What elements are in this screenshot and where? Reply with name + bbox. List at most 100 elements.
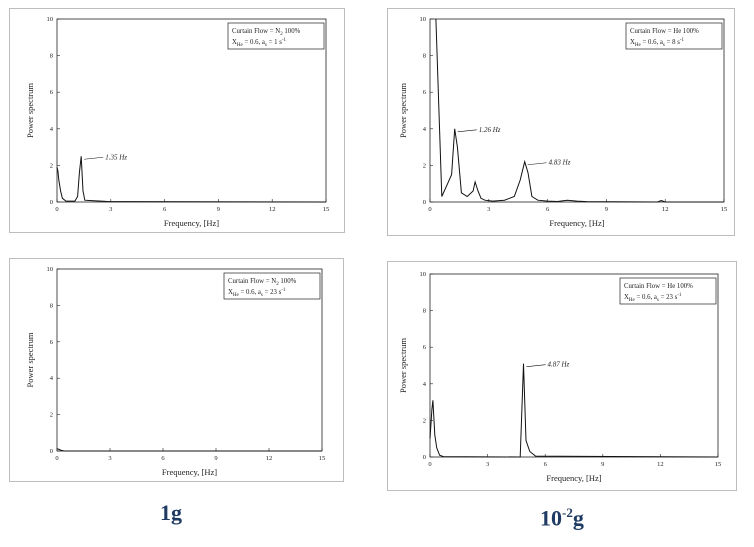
legend-sup: -1	[677, 293, 682, 298]
x-tick-label: 3	[109, 206, 112, 213]
legend-tail: = 23 s	[263, 289, 282, 296]
x-tick-label: 15	[715, 461, 722, 468]
chart-panel-bottom-left: 0 3 6 9 12 15 0 2 4 6 8 10 Frequency, [Hz] Power spec…	[9, 258, 344, 482]
x-tick-label: 6	[161, 455, 165, 462]
legend-sub: He	[237, 43, 244, 48]
y-tick-label: 0	[50, 448, 53, 455]
x-tick-label: 9	[214, 455, 217, 462]
legend-line-2: XHe = 0.6, as = 23 s-1	[228, 288, 286, 298]
legend-box	[227, 22, 325, 50]
chart-top-left: 0 3 6 9 12 15 0 2 4 6 8 10 Frequency, [Hz] Power spec…	[25, 16, 330, 228]
x-tick-label: 9	[605, 206, 608, 213]
x-tick-label: 12	[662, 206, 669, 213]
x-tick-label: 0	[55, 455, 58, 462]
legend-mid: = 0.6, a	[635, 294, 657, 301]
legend-sup: -1	[680, 38, 685, 43]
legend-mid: = 0.6, a	[641, 39, 663, 46]
legend-sub: 2	[276, 282, 279, 287]
legend-sub: s	[265, 43, 267, 48]
legend-mid: = 0.6, a	[239, 289, 261, 296]
x-tick-label: 3	[108, 455, 111, 462]
plot-frame	[429, 273, 719, 458]
legend-tail: = 23 s	[659, 294, 678, 301]
series-line	[56, 156, 327, 203]
legend-tail: 100%	[283, 28, 301, 35]
y-tick-label: 4	[50, 126, 54, 133]
y-tick-label: 4	[423, 381, 427, 388]
x-tick-label: 15	[319, 455, 326, 462]
legend-sub: s	[657, 298, 659, 303]
caption-right-base: 10	[540, 505, 562, 531]
y-tick-label: 8	[50, 53, 53, 60]
x-tick-label: 3	[487, 206, 490, 213]
legend-tail: 100%	[675, 283, 693, 290]
chart-bottom-right: 0 3 6 9 12 15 0 2 4 6 8 10 Frequency, [Hz] Power spec…	[398, 271, 722, 483]
x-tick-label: 0	[428, 461, 431, 468]
y-tick-label: 10	[420, 271, 427, 278]
series-line	[56, 448, 322, 452]
y-tick-label: 2	[50, 412, 53, 419]
y-tick-label: 6	[423, 89, 427, 96]
legend-tail: 100%	[279, 278, 297, 285]
annotation-label: 4.83 Hz	[549, 159, 571, 167]
legend-tail: 100%	[681, 28, 699, 35]
y-tick-label: 6	[50, 339, 54, 346]
x-tick-label: 0	[55, 206, 58, 213]
legend-sub: He	[635, 43, 642, 48]
x-axis-label: Frequency, [Hz]	[549, 218, 604, 228]
y-tick-label: 6	[50, 89, 54, 96]
y-tick-label: 8	[50, 302, 53, 309]
x-tick-label: 6	[546, 206, 550, 213]
y-tick-label: 4	[50, 375, 54, 382]
legend-sup: -1	[282, 38, 287, 43]
annotation-arrow	[526, 364, 546, 367]
legend-box	[619, 277, 717, 305]
chart-panel-top-right: 0 3 6 9 12 15 0 2 4 6 8 10 Frequency, [Hz] Power spec…	[387, 8, 735, 236]
y-tick-label: 2	[423, 162, 426, 169]
caption-10-2g: 10-2g	[540, 505, 584, 531]
annotation-label: 1.35 Hz	[105, 153, 127, 161]
legend-line-1: Curtain Flow = N2 100%	[232, 28, 301, 37]
legend-line-1: Curtain Flow = He 100%	[630, 28, 699, 35]
y-axis-label: Power spectrum	[25, 332, 35, 387]
caption-1g: 1g	[160, 500, 182, 526]
y-tick-label: 8	[423, 53, 426, 60]
annotation-arrow	[84, 156, 104, 160]
legend-tail: = 8 s	[665, 39, 680, 46]
x-tick-label: 12	[269, 206, 276, 213]
y-tick-label: 10	[47, 16, 54, 23]
x-axis-label: Frequency, [Hz]	[546, 473, 601, 483]
y-axis-label: Power spectrum	[398, 83, 408, 138]
legend-sup: -1	[281, 288, 286, 293]
y-tick-label: 10	[47, 266, 54, 273]
annotation-arrow	[457, 129, 477, 133]
y-tick-label: 0	[423, 199, 426, 206]
legend-sub: s	[261, 293, 263, 298]
chart-panel-bottom-right: 0 3 6 9 12 15 0 2 4 6 8 10 Frequency, [Hz] Power spec…	[387, 261, 737, 491]
chart-top-right: 0 3 6 9 12 15 0 2 4 6 8 10 Frequency, [Hz] Power spec…	[398, 16, 728, 228]
annotation-label: 1.26 Hz	[479, 126, 501, 134]
caption-right-suffix: g	[572, 505, 584, 531]
y-axis-label: Power spectrum	[25, 83, 35, 138]
x-tick-label: 6	[163, 206, 167, 213]
legend-line-1: Curtain Flow = N2 100%	[228, 278, 297, 287]
legend-line-1: Curtain Flow = He 100%	[624, 283, 693, 290]
legend-mid: = 0.6, a	[243, 39, 265, 46]
y-tick-label: 4	[423, 126, 427, 133]
legend-tail: = 1 s	[267, 39, 282, 46]
annotation-arrow	[527, 162, 547, 166]
annotation-label: 4.87 Hz	[548, 361, 570, 369]
x-tick-label: 9	[601, 461, 604, 468]
x-tick-label: 12	[266, 455, 273, 462]
legend-sub: s	[663, 43, 665, 48]
y-tick-label: 0	[423, 454, 426, 461]
y-tick-label: 2	[50, 162, 53, 169]
legend-sub: He	[233, 293, 240, 298]
y-tick-label: 8	[423, 308, 426, 315]
x-tick-label: 0	[428, 206, 431, 213]
legend-line-2: XHe = 0.6, as = 23 s-1	[624, 293, 682, 303]
x-tick-label: 15	[323, 206, 330, 213]
y-tick-label: 6	[423, 344, 427, 351]
x-tick-label: 15	[721, 206, 728, 213]
x-axis-label: Frequency, [Hz]	[164, 218, 219, 228]
